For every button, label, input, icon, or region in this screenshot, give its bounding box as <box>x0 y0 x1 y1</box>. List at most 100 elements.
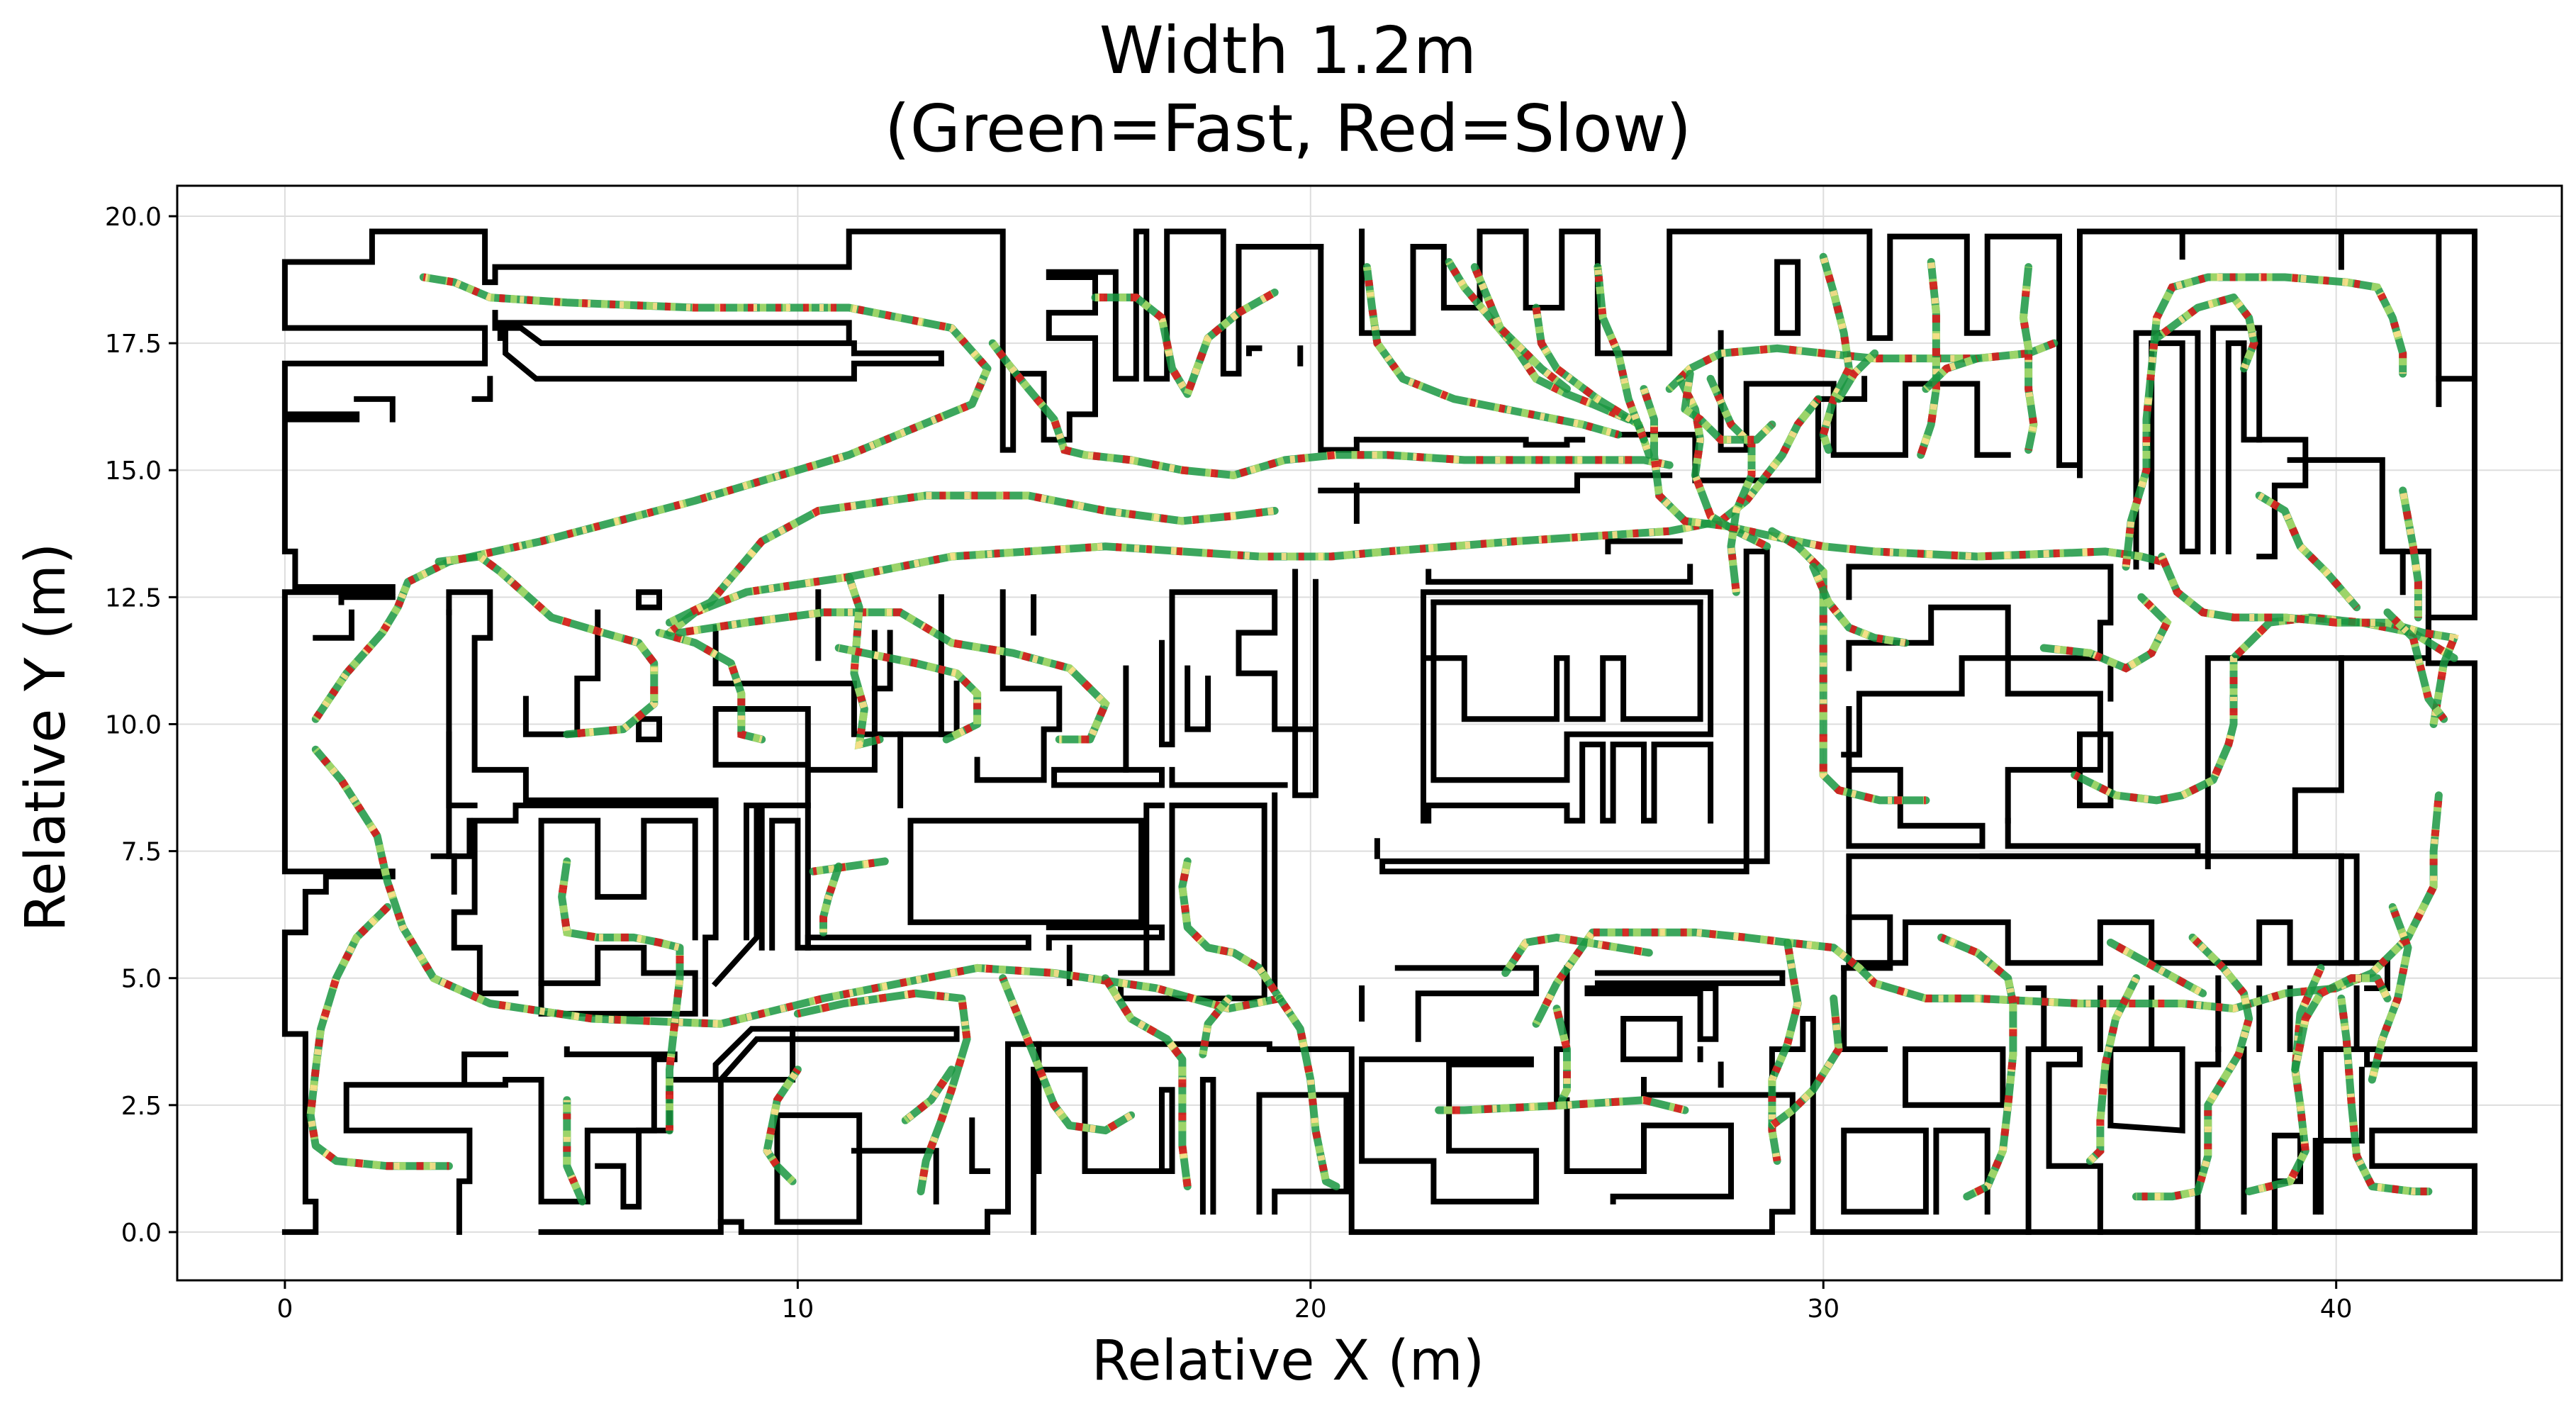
chart-title: Width 1.2m <box>1099 13 1477 89</box>
trajectory <box>2245 963 2325 1196</box>
wall-segment <box>2205 655 2344 870</box>
trajectory-mid-segments <box>2337 997 2429 1195</box>
wall-segment <box>538 944 698 1017</box>
trajectory <box>1706 374 1756 596</box>
trajectory <box>901 1066 956 1124</box>
trajectory-medium-segments <box>1552 1007 1571 1102</box>
trajectory <box>435 552 659 739</box>
wall-segment <box>313 609 354 641</box>
y-tick-label: 2.5 <box>121 1092 162 1121</box>
trajectory <box>666 395 1822 637</box>
trajectory <box>834 644 982 744</box>
trajectory <box>1809 562 1910 647</box>
trajectory-medium-segments <box>2136 934 2253 1201</box>
trajectory <box>809 857 889 876</box>
trajectory-mid-segments <box>2108 939 2205 997</box>
wall-segment <box>1554 965 1734 1204</box>
trajectory-mid-segments <box>1095 289 1277 403</box>
trajectory <box>1917 258 1940 459</box>
wall-segment <box>2025 1046 2103 1235</box>
trajectory <box>1552 1005 1571 1105</box>
wall-segment <box>1031 1066 1175 1235</box>
wall-segment <box>1318 244 1360 453</box>
trajectory <box>1937 933 2017 1201</box>
trajectory-medium-segments <box>819 865 843 933</box>
wall-segment <box>636 589 662 610</box>
x-tick-label: 40 <box>2320 1295 2353 1324</box>
y-tick-label: 12.5 <box>105 583 162 613</box>
trajectory-medium-segments <box>312 273 992 722</box>
wall-segment <box>969 1117 990 1174</box>
trajectory <box>306 902 453 1170</box>
trajectory <box>2019 263 2038 454</box>
trajectory <box>845 573 884 750</box>
wall-segment <box>1979 817 2201 859</box>
trajectory <box>1532 791 2443 1028</box>
trajectory-slow-segments <box>2385 609 2447 722</box>
trajectory-medium-segments <box>838 644 982 743</box>
trajectory-medium-segments <box>558 861 684 1131</box>
trajectory-base <box>1917 258 1940 459</box>
wall-segment <box>1353 437 1586 448</box>
trajectory-slow-segments <box>668 491 1275 627</box>
wall-segment <box>1846 853 2360 966</box>
wall-segment <box>1641 1077 1775 1098</box>
wall-segment <box>1774 259 1801 336</box>
wall-segment <box>1159 639 1175 748</box>
wall-segment <box>1246 345 1262 357</box>
wall-segment <box>497 320 852 341</box>
wall-segment <box>492 310 944 382</box>
trajectory <box>999 974 1136 1135</box>
y-tick-label: 17.5 <box>105 330 162 359</box>
wall-segment <box>1841 965 1888 1052</box>
trajectory-slow-segments <box>2087 976 2140 1164</box>
trajectory-medium-segments <box>2291 974 2391 1070</box>
wall-segment <box>1169 766 1288 788</box>
wall-segment <box>1421 589 1714 824</box>
trajectory-mid-segments <box>1363 266 1620 438</box>
trajectory <box>2383 608 2448 723</box>
trajectory-slow-segments <box>2257 492 2360 610</box>
trajectory-slow-segments <box>558 861 684 1131</box>
x-tick-label: 30 <box>1807 1295 1839 1324</box>
trajectory-slow-segments <box>1276 996 1338 1190</box>
wall-segment <box>1426 742 1714 824</box>
wall-segment <box>446 731 478 809</box>
trajectory <box>1275 994 1340 1190</box>
trajectory <box>2158 552 2460 728</box>
trajectory-mid-segments <box>797 990 971 1192</box>
trajectory <box>1922 354 1981 393</box>
wall-segment <box>522 609 601 737</box>
x-tick-label: 10 <box>781 1295 814 1324</box>
wall-segment <box>1359 228 2083 469</box>
trajectory <box>1768 527 1930 805</box>
trajectory <box>1594 263 1648 444</box>
wall-segment <box>2210 325 2263 554</box>
trajectory-slow-segments <box>2337 997 2429 1196</box>
wall-segment <box>1846 564 2114 671</box>
trajectory-medium-segments <box>1939 934 2017 1200</box>
y-tick-label: 0.0 <box>121 1219 162 1248</box>
wall-segment <box>1841 1127 1929 1215</box>
wall-segment <box>2287 457 2431 666</box>
wall-segment <box>2318 1046 2370 1215</box>
chart-subtitle: (Green=Fast, Red=Slow) <box>884 91 1692 167</box>
y-axis-label: Relative Y (m) <box>14 542 78 932</box>
wall-segment <box>1426 564 1693 585</box>
trajectory-mid-segments <box>1640 388 2163 566</box>
trajectory-mid-segments <box>1533 795 2443 1026</box>
trajectory <box>2085 974 2140 1165</box>
trajectory-medium-segments <box>1923 354 1979 392</box>
wall-segment <box>974 589 1063 783</box>
wall-segment <box>1185 665 1211 732</box>
trajectory <box>1470 263 1571 393</box>
trajectory <box>2337 994 2433 1196</box>
trajectory-slow-segments <box>1362 266 1620 439</box>
wall-segment <box>1394 965 1540 1042</box>
trajectory-medium-segments <box>1102 975 1192 1187</box>
trajectory-slow-segments <box>2158 554 2460 725</box>
trajectory-slow-segments <box>438 552 659 739</box>
trajectory-medium-segments <box>668 491 1275 627</box>
